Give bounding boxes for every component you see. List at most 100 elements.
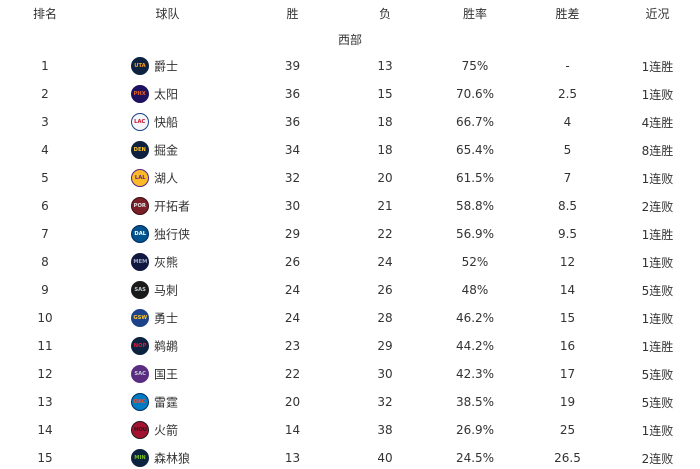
team-row: 13 OKC 雷霆 20 32 38.5% 19 5连败 [0,388,700,416]
streak-cell: 1连胜 [641,59,674,74]
gb-cell: 7 [563,171,572,185]
winpct-cell: 48% [461,283,489,297]
rank-cell: 1 [41,59,49,73]
streak-cell: 2连败 [641,199,674,214]
team-name: 马刺 [154,283,179,298]
team-logo-icon: DEN [131,141,149,159]
gb-cell: 25 [559,423,576,437]
wins-cell: 26 [284,255,301,269]
winpct-cell: 56.9% [455,227,495,241]
col-header-gb: 胜差 [555,6,580,21]
team-abbr: UTA [134,62,146,69]
streak-cell: 1连胜 [641,339,674,354]
gb-cell: 4 [563,115,572,129]
winpct-cell: 75% [461,59,489,73]
losses-cell: 24 [377,255,393,269]
team-abbr: SAS [134,286,146,293]
team-cell: GSW 勇士 [90,304,245,332]
team-cell: UTA 爵士 [90,52,245,80]
rank-cell: 3 [41,115,49,129]
team-abbr: DAL [134,230,146,237]
rank-cell: 14 [37,423,53,437]
team-name: 国王 [154,367,179,382]
team-name: 勇士 [154,311,179,326]
rank-cell: 10 [37,311,53,325]
team-cell: LAC 快船 [90,108,245,136]
losses-cell: 32 [377,395,393,409]
losses-cell: 21 [377,199,393,213]
team-logo-icon: LAC [131,113,149,131]
gb-cell: 8.5 [557,199,578,213]
gb-cell: 15 [559,311,576,325]
team-name: 灰熊 [154,255,179,270]
wins-cell: 29 [284,227,301,241]
rank-cell: 6 [41,199,49,213]
wins-cell: 36 [284,87,301,101]
winpct-cell: 65.4% [455,143,495,157]
team-row: 2 PHX 太阳 36 15 70.6% 2.5 1连败 [0,80,700,108]
team-logo-icon: SAC [131,365,149,383]
team-abbr: MIN [134,454,146,461]
streak-cell: 1连败 [641,255,674,270]
team-abbr: GSW [133,314,147,321]
winpct-cell: 58.8% [455,199,495,213]
losses-cell: 40 [377,451,393,465]
team-cell: DAL 独行侠 [90,220,245,248]
team-logo-icon: NOP [131,337,149,355]
team-row: 11 NOP 鹈鹕 23 29 44.2% 16 1连胜 [0,332,700,360]
team-row: 4 DEN 掘金 34 18 65.4% 5 8连胜 [0,136,700,164]
team-cell: SAC 国王 [90,360,245,388]
rank-cell: 5 [41,171,49,185]
winpct-cell: 38.5% [455,395,495,409]
team-logo-icon: DAL [131,225,149,243]
wins-cell: 22 [284,367,301,381]
streak-cell: 4连胜 [641,115,674,130]
streak-cell: 2连败 [641,451,674,466]
winpct-cell: 42.3% [455,367,495,381]
winpct-cell: 52% [461,255,489,269]
gb-cell: 19 [559,395,576,409]
streak-cell: 5连败 [641,395,674,410]
losses-cell: 38 [377,423,393,437]
team-logo-icon: GSW [131,309,149,327]
team-abbr: PHX [133,90,147,97]
losses-cell: 18 [377,115,393,129]
rank-cell: 11 [37,339,53,353]
team-name: 太阳 [154,87,179,102]
team-name: 独行侠 [154,227,191,242]
wins-cell: 24 [284,283,301,297]
col-header-streak: 近况 [645,6,670,21]
team-logo-icon: LAL [131,169,149,187]
team-name: 掘金 [154,143,179,158]
rank-cell: 8 [41,255,49,269]
losses-cell: 18 [377,143,393,157]
wins-cell: 24 [284,311,301,325]
team-logo-icon: HOU [131,421,149,439]
rank-cell: 4 [41,143,49,157]
team-row: 15 MIN 森林狼 13 40 24.5% 26.5 2连败 [0,444,700,469]
losses-cell: 13 [377,59,393,73]
streak-cell: 5连败 [641,367,674,382]
team-logo-icon: POR [131,197,149,215]
rank-cell: 12 [37,367,53,381]
wins-cell: 13 [284,451,301,465]
team-row: 3 LAC 快船 36 18 66.7% 4 4连胜 [0,108,700,136]
winpct-cell: 70.6% [455,87,495,101]
col-header-rank: 排名 [32,6,57,21]
rank-cell: 9 [41,283,49,297]
team-cell: PHX 太阳 [90,80,245,108]
wins-cell: 14 [284,423,301,437]
wins-cell: 30 [284,199,301,213]
rank-cell: 2 [41,87,49,101]
losses-cell: 15 [377,87,393,101]
team-row: 6 POR 开拓者 30 21 58.8% 8.5 2连败 [0,192,700,220]
team-cell: OKC 雷霆 [90,388,245,416]
wins-cell: 20 [284,395,301,409]
streak-cell: 5连败 [641,283,674,298]
team-logo-icon: MEM [131,253,149,271]
winpct-cell: 46.2% [455,311,495,325]
team-row: 5 LAL 湖人 32 20 61.5% 7 1连败 [0,164,700,192]
winpct-cell: 66.7% [455,115,495,129]
wins-cell: 23 [284,339,301,353]
